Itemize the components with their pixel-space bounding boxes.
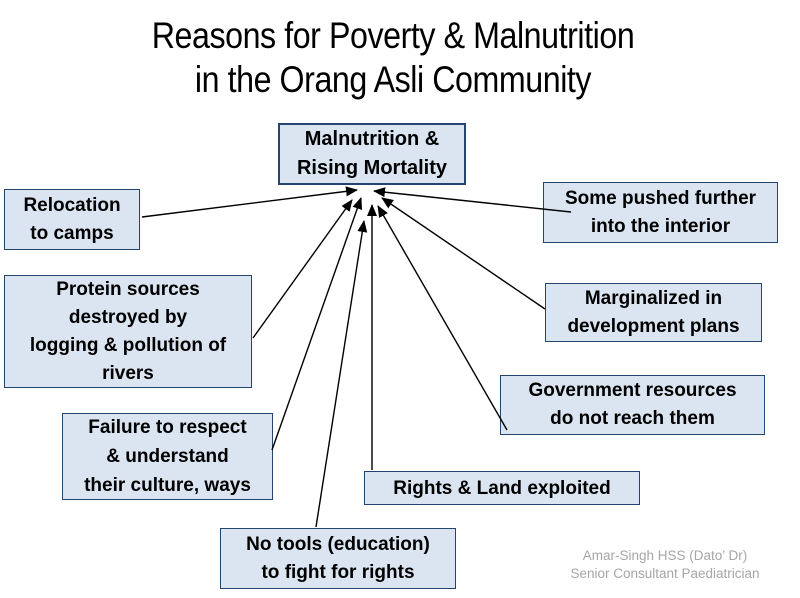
arrow-from-protein-sources-destroyed — [252, 199, 353, 339]
credit-text: Amar-Singh HSS (Dato’ Dr) Senior Consult… — [570, 548, 760, 581]
slide-title: Reasons for Poverty & Malnutrition in th… — [151, 15, 635, 100]
node-pushed-into-interior: Some pushed further into the interior — [543, 182, 778, 243]
node-government-resources: Government resources do not reach them — [500, 375, 765, 435]
node-rights-land-exploited: Rights & Land exploited — [364, 471, 640, 505]
arrow-from-no-tools-education — [315, 220, 368, 528]
arrow-from-pushed-into-interior — [373, 187, 572, 213]
node-failure-to-respect-culture: Failure to respect & understand their cu… — [62, 413, 273, 500]
arrow-from-marginalized-development — [381, 197, 546, 310]
node-protein-sources-destroyed: Protein sources destroyed by logging & p… — [4, 275, 252, 388]
node-relocation-to-camps: Relocation to camps — [4, 189, 140, 250]
node-no-tools-education: No tools (education) to fight for rights — [220, 528, 456, 589]
node-malnutrition-rising-mortality: Malnutrition & Rising Mortality — [278, 123, 466, 185]
arrow-from-government-resources — [377, 205, 508, 431]
node-marginalized-development: Marginalized in development plans — [545, 283, 762, 342]
arrow-from-relocation-to-camps — [141, 186, 358, 218]
arrow-from-failure-to-respect-culture — [271, 197, 363, 451]
